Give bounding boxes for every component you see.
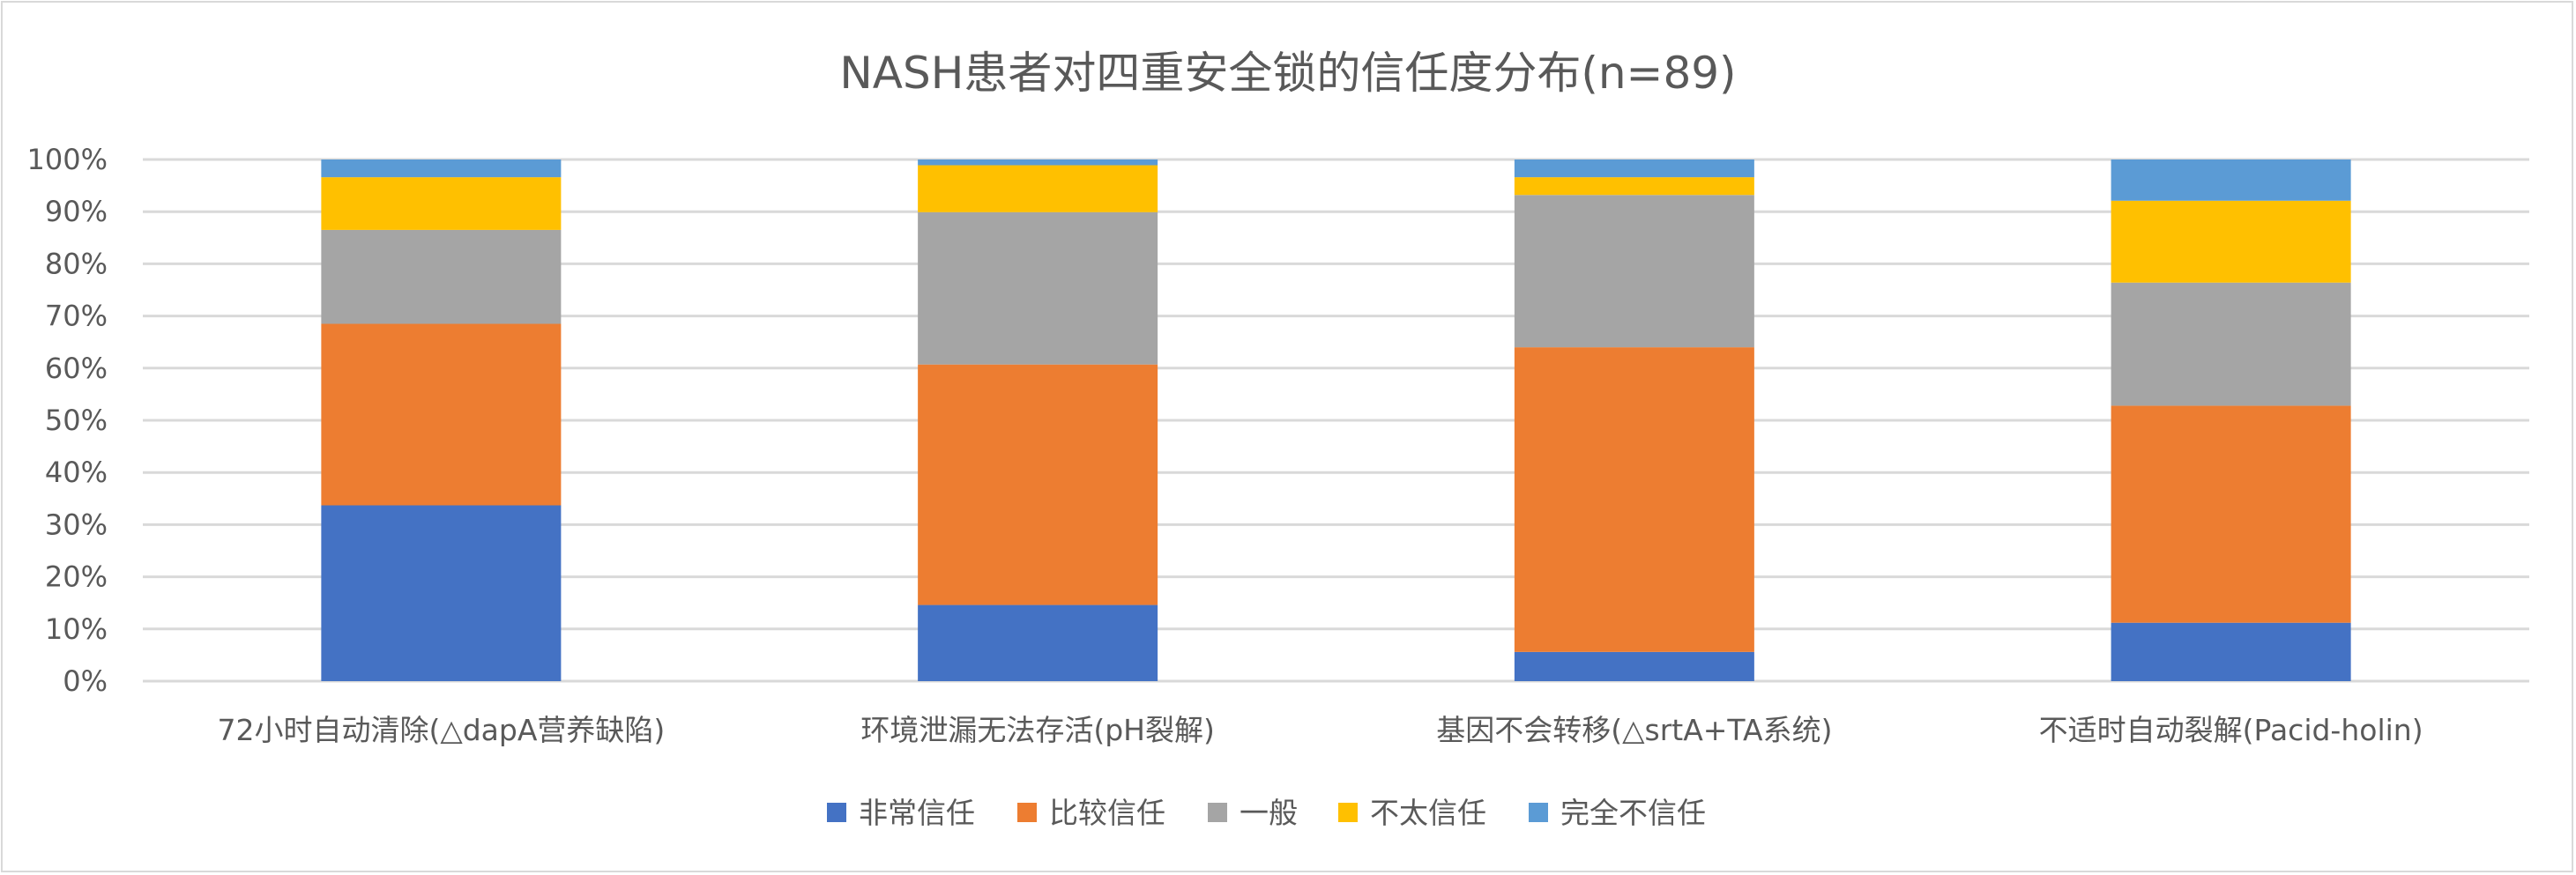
category-label: 不适时自动裂解(Pacid-holin): [2039, 713, 2423, 747]
bar-segment-3-4: [2111, 159, 2351, 201]
bar-segment-1-0: [918, 604, 1158, 681]
legend-swatch: [1338, 803, 1358, 822]
bar-segment-1-1: [918, 364, 1158, 605]
legend-item: 比较信任: [1017, 796, 1165, 830]
legend-swatch: [1208, 803, 1227, 822]
legend-label: 完全不信任: [1560, 796, 1706, 830]
y-tick-label: 30%: [45, 508, 108, 541]
legend-swatch: [1017, 803, 1037, 822]
y-tick-label: 60%: [45, 352, 108, 385]
legend-item: 完全不信任: [1529, 796, 1706, 830]
bar-segment-0-0: [321, 505, 562, 681]
bar-segment-0-3: [321, 177, 562, 230]
y-tick-label: 40%: [45, 456, 108, 489]
legend-item: 不太信任: [1338, 796, 1486, 830]
bar-segment-3-2: [2111, 282, 2351, 406]
bar-segment-2-4: [1514, 159, 1754, 178]
bar-segment-2-3: [1514, 177, 1754, 196]
bar-segment-3-1: [2111, 405, 2351, 623]
bar-segment-3-3: [2111, 200, 2351, 283]
bar-segment-0-4: [321, 159, 562, 178]
bar-segment-2-1: [1514, 347, 1754, 652]
legend-swatch: [1529, 803, 1548, 822]
legend-swatch: [827, 803, 846, 822]
legend-label: 非常信任: [859, 796, 975, 830]
category-label: 环境泄漏无法存活(pH裂解): [860, 713, 1215, 747]
bar-segment-1-3: [918, 165, 1158, 212]
legend-label: 比较信任: [1049, 796, 1165, 830]
y-tick-label: 50%: [45, 404, 108, 437]
bar-segment-2-0: [1514, 651, 1754, 681]
y-tick-label: 90%: [45, 195, 108, 228]
bar-segment-0-1: [321, 323, 562, 506]
bar-segment-0-2: [321, 229, 562, 324]
y-tick-label: 20%: [45, 560, 108, 594]
legend-label: 不太信任: [1370, 796, 1486, 830]
y-tick-label: 0%: [63, 664, 108, 698]
chart-title: NASH患者对四重安全锁的信任度分布(n=89): [839, 48, 1736, 99]
bar-segment-3-0: [2111, 622, 2351, 681]
y-tick-label: 100%: [27, 143, 108, 176]
bar-segment-1-4: [918, 159, 1158, 166]
category-label: 基因不会转移(△srtA+TA系统): [1436, 713, 1832, 747]
y-tick-label: 10%: [45, 612, 108, 646]
bar-segment-2-2: [1514, 195, 1754, 348]
y-tick-label: 80%: [45, 247, 108, 280]
y-tick-label: 70%: [45, 300, 108, 333]
category-label: 72小时自动清除(△dapA营养缺陷): [217, 713, 665, 747]
bar-segment-1-2: [918, 211, 1158, 365]
legend-label: 一般: [1240, 796, 1298, 830]
legend-item: 一般: [1208, 796, 1298, 830]
legend-item: 非常信任: [827, 796, 975, 830]
